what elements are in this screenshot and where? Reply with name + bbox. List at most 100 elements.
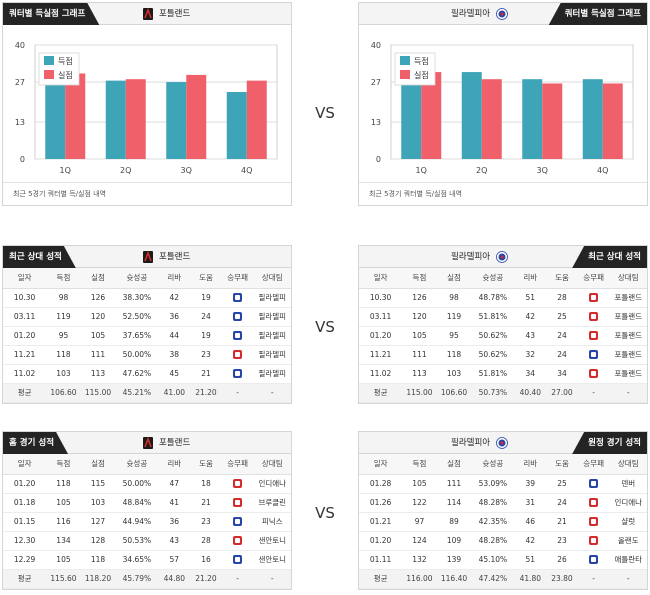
table-cell: 118	[80, 550, 116, 570]
legend-label: 실점	[58, 70, 73, 80]
result-cell	[577, 345, 610, 365]
team-name: 필라델피아	[451, 9, 491, 19]
table-cell: 132	[402, 550, 437, 570]
table-cell: 48.84%	[115, 493, 159, 513]
table-cell: 45.10%	[471, 550, 515, 570]
table-cell: 52.50%	[115, 307, 159, 327]
table-cell: 105	[46, 493, 81, 513]
result-cell	[577, 531, 610, 551]
panel-title: 쿼터별 득실점 그래프	[3, 3, 99, 25]
table-row: 11.21 118 111 50.00% 38 23 필라델피	[3, 345, 291, 365]
table-cell: 인디애나	[253, 474, 291, 494]
table-cell: -	[577, 569, 610, 589]
bar-allowed	[125, 79, 146, 159]
recent-record-table: 일자 득점 실점 슛성공 리바 도움 승무패 상대팀 10.30 98 126 38.30% 42 19 필…	[3, 268, 291, 403]
bar-allowed	[421, 72, 442, 159]
table-cell: 34	[546, 364, 578, 384]
table-cell: 113	[402, 364, 437, 384]
table-row: 01.18 105 103 48.84% 41 21 브루클린	[3, 493, 291, 513]
table-cell: -	[253, 569, 291, 589]
table-row: 11.02 113 103 51.81% 34 34 포틀랜드	[359, 364, 647, 384]
table-cell: 03.11	[3, 307, 47, 327]
table-cell: 126	[80, 288, 116, 308]
table-cell: 샌안토니	[253, 531, 291, 551]
table-cell: 포틀랜드	[609, 364, 647, 384]
panel-header: 쿼터별 득실점 그래프 포틀랜드	[3, 3, 291, 25]
table-row: 12.29 105 118 34.65% 57 16 샌안토니	[3, 550, 291, 570]
table-cell: 109	[436, 531, 472, 551]
portland-logo-icon	[143, 7, 153, 20]
table-header-row: 일자 득점 실점 슛성공 리바 도움 승무패 상대팀	[3, 268, 291, 289]
panel-header: 최근 상대 성적 포틀랜드	[3, 246, 291, 268]
table-cell: 36	[158, 307, 191, 327]
team-label: 포틀랜드	[143, 3, 190, 25]
table-cell: 브루클린	[253, 493, 291, 513]
table-cell: 43	[514, 326, 547, 346]
table-cell: 41.00	[158, 383, 191, 403]
win-badge-icon	[233, 517, 243, 527]
column-header: 승무패	[221, 454, 254, 475]
table-cell: 필라델피	[253, 345, 291, 365]
chart-note: 최근 5경기 쿼터별 득/실점 내역	[369, 190, 462, 198]
team-label: 필라델피아	[451, 432, 509, 454]
column-header: 상대팀	[253, 268, 291, 289]
table-cell: 올랜도	[609, 531, 647, 551]
home-record-panel-portland: 홈 경기 성적 포틀랜드 일자 득점 실점 슛성공 리바 도움 승무패 상대팀 01.20 118…	[2, 431, 292, 590]
column-header: 승무패	[221, 268, 254, 289]
table-cell: 10.30	[3, 288, 47, 308]
table-cell: 피닉스	[253, 512, 291, 532]
win-badge-icon	[589, 555, 599, 565]
bar-scored	[226, 92, 247, 159]
table-cell: -	[221, 569, 254, 589]
table-row: 01.26 122 114 48.28% 31 24 인디애나	[359, 493, 647, 513]
table-cell: 19	[190, 288, 222, 308]
table-cell: 116.40	[436, 569, 472, 589]
table-cell: 50.62%	[471, 345, 515, 365]
average-row: 평균 106.60 115.00 45.21% 41.00 21.20- -	[3, 383, 291, 403]
table-cell: -	[221, 383, 254, 403]
table-cell: 01.11	[359, 550, 403, 570]
table-cell: 53.09%	[471, 474, 515, 494]
table-cell: 28	[190, 531, 222, 551]
table-cell: 12.29	[3, 550, 47, 570]
table-cell: 24	[546, 493, 578, 513]
column-header: 슛성공	[115, 268, 159, 289]
table-cell: 평균	[3, 569, 47, 589]
table-cell: 11.21	[359, 345, 403, 365]
away-record-table: 일자 득점 실점 슛성공 리바 도움 승무패 상대팀 01.28 105 111 53.09% 39 25…	[359, 454, 647, 589]
table-cell: 필라델피	[253, 307, 291, 327]
legend-swatch	[400, 56, 410, 65]
vs-label: VS	[315, 318, 335, 336]
table-cell: 38.30%	[115, 288, 159, 308]
x-tick-label: 1Q	[416, 166, 427, 175]
result-cell	[221, 493, 254, 513]
legend-label: 득점	[414, 56, 429, 66]
table-cell: 44.80	[158, 569, 191, 589]
philadelphia-logo-icon	[496, 436, 509, 449]
table-row: 10.30 126 98 48.78% 51 28 포틀랜드	[359, 288, 647, 308]
table-cell: 45.21%	[115, 383, 159, 403]
table-cell: 01.20	[359, 531, 403, 551]
table-row: 03.11 120 119 51.81% 42 25 포틀랜드	[359, 307, 647, 327]
team-name: 포틀랜드	[159, 438, 191, 448]
column-header: 일자	[359, 454, 403, 475]
table-row: 01.11 132 139 45.10% 51 26 애틀란타	[359, 550, 647, 570]
loss-badge-icon	[589, 517, 599, 527]
table-cell: 95	[46, 326, 81, 346]
win-badge-icon	[233, 312, 243, 322]
table-cell: 42.35%	[471, 512, 515, 532]
table-cell: 샬럿	[609, 512, 647, 532]
table-cell: 106.60	[436, 383, 472, 403]
table-cell: 21.20	[190, 383, 222, 403]
panel-title: 최근 상대 성적	[572, 246, 647, 268]
table-cell: 57	[158, 550, 191, 570]
table-cell: 46	[514, 512, 547, 532]
x-tick-label: 1Q	[60, 166, 71, 175]
bar-scored	[45, 70, 66, 159]
result-cell	[577, 326, 610, 346]
quarter-chart: 0 13 27 40 1Q 2Q 3Q 4Q 득점 실점	[3, 25, 291, 183]
result-cell	[577, 550, 610, 570]
philadelphia-logo-icon	[496, 7, 509, 20]
